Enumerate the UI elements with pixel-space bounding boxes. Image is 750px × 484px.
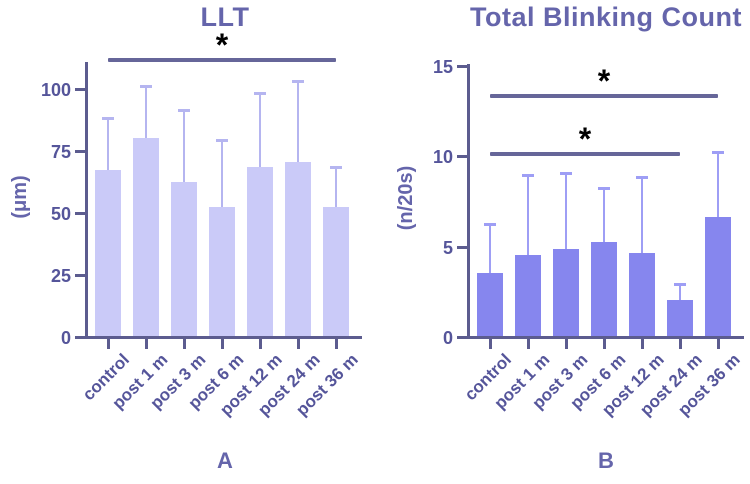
y-axis-line: [467, 64, 470, 339]
panel-label-a: A: [217, 448, 233, 473]
bar: [591, 242, 617, 338]
bar: [133, 137, 159, 338]
bar: [323, 207, 349, 338]
error-bar-stem: [297, 80, 299, 165]
panel-label-b: B: [598, 448, 614, 473]
y-tick: [75, 274, 85, 277]
y-tick: [75, 212, 85, 215]
significance-star: *: [578, 120, 592, 157]
y-tick-label: 25: [50, 266, 71, 286]
error-bar-stem: [221, 140, 223, 210]
bar: [171, 182, 197, 338]
bar: [95, 169, 121, 338]
x-tick: [489, 339, 492, 349]
x-axis-line: [467, 336, 744, 339]
chart-a-title: LLT: [200, 2, 250, 32]
error-bar-cap: [560, 172, 572, 176]
y-tick: [75, 150, 85, 153]
bar: [285, 162, 311, 338]
y-tick: [75, 88, 85, 91]
error-bar-stem: [489, 223, 491, 275]
x-tick: [603, 339, 606, 349]
y-tick-label: 15: [432, 57, 453, 77]
error-bar-cap: [178, 109, 190, 113]
x-tick: [335, 339, 338, 349]
significance-line: [108, 58, 336, 63]
y-tick: [457, 336, 467, 339]
y-tick-label: 75: [50, 142, 71, 162]
error-bar-stem: [717, 151, 719, 219]
error-bar-stem: [641, 177, 643, 255]
x-tick: [641, 339, 644, 349]
error-bar-cap: [254, 91, 266, 95]
error-bar-cap: [598, 186, 610, 190]
error-bar-stem: [183, 110, 185, 185]
error-bar-cap: [216, 139, 228, 143]
bar: [477, 272, 503, 338]
error-bar-cap: [292, 79, 304, 83]
bar: [705, 216, 731, 338]
y-tick-label: 5: [442, 237, 453, 258]
y-tick-label: 0: [60, 328, 71, 348]
error-bar-stem: [527, 175, 529, 257]
x-tick: [145, 339, 148, 349]
x-tick: [527, 339, 530, 349]
x-tick: [107, 339, 110, 349]
error-bar-cap: [140, 84, 152, 88]
y-axis-line: [85, 62, 88, 339]
y-tick-label: 50: [50, 204, 71, 224]
error-bar-stem: [145, 85, 147, 140]
error-bar-stem: [335, 167, 337, 210]
error-bar-cap: [522, 174, 534, 178]
error-bar-stem: [107, 117, 109, 172]
y-tick: [75, 336, 85, 339]
error-bar-cap: [674, 282, 686, 286]
y-tick: [457, 245, 467, 249]
bar: [247, 167, 273, 338]
error-bar-stem: [679, 283, 681, 302]
y-tick-label: 100: [40, 80, 71, 100]
x-tick: [259, 339, 262, 349]
error-bar-cap: [712, 150, 724, 154]
bar: [553, 249, 579, 338]
x-tick: [679, 339, 682, 349]
error-bar-stem: [565, 173, 567, 252]
error-bar-cap: [484, 222, 496, 226]
y-tick: [457, 155, 467, 159]
significance-line: [490, 93, 718, 98]
x-axis-line: [85, 336, 362, 339]
x-tick: [183, 339, 186, 349]
x-tick: [565, 339, 568, 349]
significance-star: *: [215, 27, 229, 64]
significance-line: [490, 151, 680, 156]
bar: [667, 299, 693, 338]
bar: [209, 207, 235, 338]
bar: [629, 252, 655, 338]
x-tick: [221, 339, 224, 349]
x-tick: [717, 339, 720, 349]
y-tick-label: 10: [432, 147, 453, 168]
chart-b-title: Total Blinking Count: [470, 2, 742, 32]
error-bar-cap: [636, 176, 648, 179]
error-bar-stem: [259, 92, 261, 170]
error-bar-cap: [102, 116, 114, 120]
y-tick: [457, 65, 467, 68]
significance-star: *: [597, 62, 611, 99]
error-bar-stem: [603, 187, 605, 245]
error-bar-cap: [330, 166, 342, 170]
bar: [515, 254, 541, 338]
x-tick: [297, 339, 300, 349]
y-tick-label: 0: [442, 328, 453, 348]
